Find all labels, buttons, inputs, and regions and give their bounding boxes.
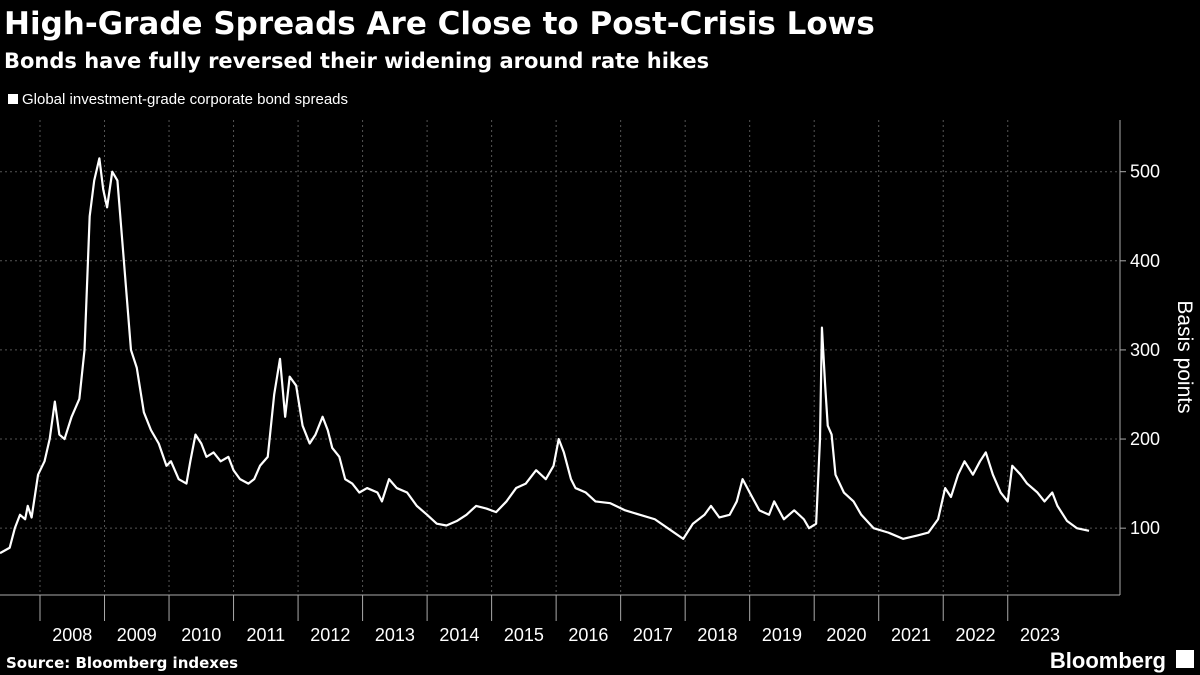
y-tick-label: 500 (1130, 162, 1160, 182)
x-tick-label: 2016 (568, 625, 608, 645)
x-tick-label: 2009 (117, 625, 157, 645)
x-tick-label: 2020 (826, 625, 866, 645)
y-tick-label: 100 (1130, 518, 1160, 538)
x-tick-label: 2010 (181, 625, 221, 645)
x-tick-label: 2023 (1020, 625, 1060, 645)
y-tick-label: 200 (1130, 429, 1160, 449)
x-tick-label: 2008 (52, 625, 92, 645)
x-tick-label: 2014 (439, 625, 479, 645)
chart-title: High-Grade Spreads Are Close to Post-Cri… (4, 6, 875, 42)
y-tick-label: 300 (1130, 340, 1160, 360)
x-tick-label: 2022 (955, 625, 995, 645)
y-axis-label: Basis points (1173, 300, 1196, 413)
x-tick-label: 2011 (246, 625, 285, 645)
x-tick-label: 2021 (891, 625, 931, 645)
line-series (0, 157, 1090, 555)
x-tick-label: 2018 (697, 625, 737, 645)
legend-label: Global investment-grade corporate bond s… (22, 91, 348, 108)
legend-swatch (8, 94, 18, 104)
source: Source: Bloomberg indexes (6, 654, 238, 672)
chart-subtitle: Bonds have fully reversed their widening… (4, 49, 709, 73)
brand-icon (1176, 650, 1194, 668)
x-tick-label: 2013 (375, 625, 415, 645)
y-tick-label: 400 (1130, 251, 1160, 271)
branding: Bloomberg (1050, 648, 1166, 673)
x-tick-label: 2012 (310, 625, 350, 645)
x-tick-label: 2015 (504, 625, 544, 645)
x-tick-label: 2017 (633, 625, 673, 645)
x-tick-label: 2019 (762, 625, 802, 645)
